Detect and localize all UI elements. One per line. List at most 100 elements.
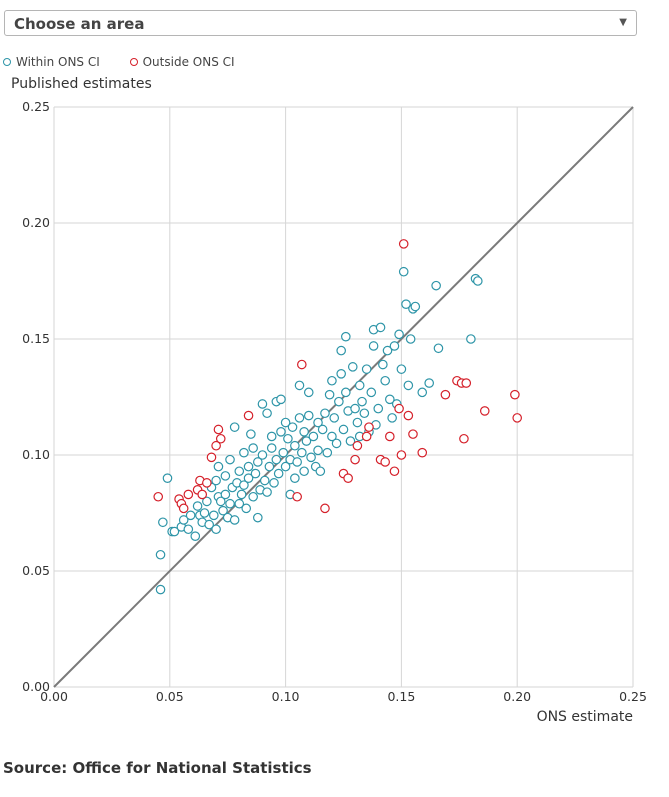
point-within-ci [361,364,372,374]
point-within-ci [294,413,305,423]
point-within-ci [204,519,214,530]
point-within-ci [303,387,314,398]
point-within-ci [431,280,441,291]
point-within-ci [229,422,240,432]
point-within-ci [380,375,390,386]
point-within-ci [215,496,226,507]
point-within-ci [359,408,370,419]
point-within-ci [192,501,203,511]
point-within-ci [262,408,272,419]
point-within-ci [253,457,263,467]
point-within-ci [241,503,252,514]
point-within-ci [324,389,335,400]
data-points [153,239,522,595]
reference-line-y-equals-x [53,106,634,688]
y-tick-label: 0.00 [22,679,50,694]
point-within-ci [211,475,221,486]
point-outside-ci [183,489,194,500]
point-outside-ci [352,440,363,451]
legend-marker-outside-icon [129,58,138,66]
point-within-ci [306,452,316,463]
point-outside-ci [364,422,374,432]
point-within-ci [239,447,249,458]
point-within-ci [218,505,228,516]
x-tick-label: 0.10 [272,689,300,704]
point-within-ci [345,436,356,446]
point-within-ci [354,380,365,391]
point-within-ci [271,454,282,465]
point-within-ci [276,426,286,437]
point-outside-ci [394,403,404,414]
point-within-ci [350,403,360,414]
point-within-ci [301,436,312,446]
point-within-ci [290,440,300,451]
x-tick-label: 0.05 [156,689,184,704]
point-within-ci [299,466,309,477]
point-within-ci [225,498,235,509]
point-outside-ci [292,491,302,502]
point-outside-ci [197,489,208,500]
legend-label-outside: Outside ONS CI [142,55,235,69]
legend-item-outside: Outside ONS CI [129,55,235,69]
point-within-ci [290,473,300,483]
point-outside-ci [350,454,360,465]
point-outside-ci [215,433,226,444]
point-within-ci [202,496,212,507]
point-within-ci [278,447,289,458]
point-within-ci [473,276,483,286]
point-within-ci [327,375,337,386]
point-within-ci [287,422,298,432]
point-outside-ci [361,431,372,442]
point-within-ci [209,510,219,521]
point-within-ci [259,475,270,486]
point-within-ci [403,380,414,391]
point-within-ci [341,331,351,342]
point-within-ci [334,396,344,407]
point-within-ci [246,429,256,439]
point-outside-ci [440,389,451,400]
point-outside-ci [206,452,217,463]
point-within-ci [375,322,386,333]
point-within-ci [315,466,326,477]
point-within-ci [253,512,263,523]
point-within-ci [308,431,319,442]
point-outside-ci [510,389,520,400]
point-within-ci [401,299,411,309]
point-within-ci [331,438,342,449]
point-within-ci [211,524,221,535]
point-within-ci [266,443,277,453]
point-within-ci [357,396,367,407]
point-outside-ci [459,433,469,444]
point-within-ci [338,424,349,435]
point-within-ci [162,473,173,483]
point-within-ci [220,489,231,500]
point-outside-ci [213,424,224,435]
point-outside-ci [343,473,353,483]
point-within-ci [234,498,245,509]
x-tick-label: 0.20 [503,689,531,704]
point-within-ci [234,466,245,477]
y-tick-label: 0.15 [22,331,50,346]
point-outside-ci [380,457,390,467]
point-within-ci [190,531,201,541]
point-outside-ci [320,503,330,514]
point-within-ci [155,549,166,560]
point-within-ci [158,517,168,528]
x-tick-label: 0.15 [387,689,415,704]
point-within-ci [183,524,194,535]
point-within-ci [396,364,407,374]
legend-item-within: Within ONS CI [3,55,100,69]
point-within-ci [320,408,330,419]
point-within-ci [266,431,277,442]
point-within-ci [410,301,421,312]
series-within-ci [155,266,483,595]
point-within-ci [239,480,249,490]
point-within-ci [387,413,397,423]
point-within-ci [280,417,291,428]
point-within-ci [248,443,258,453]
area-dropdown[interactable]: Choose an area ▼ [4,10,637,36]
x-tick-label: 0.25 [619,689,647,704]
point-outside-ci [398,239,409,249]
point-outside-ci [202,478,212,488]
